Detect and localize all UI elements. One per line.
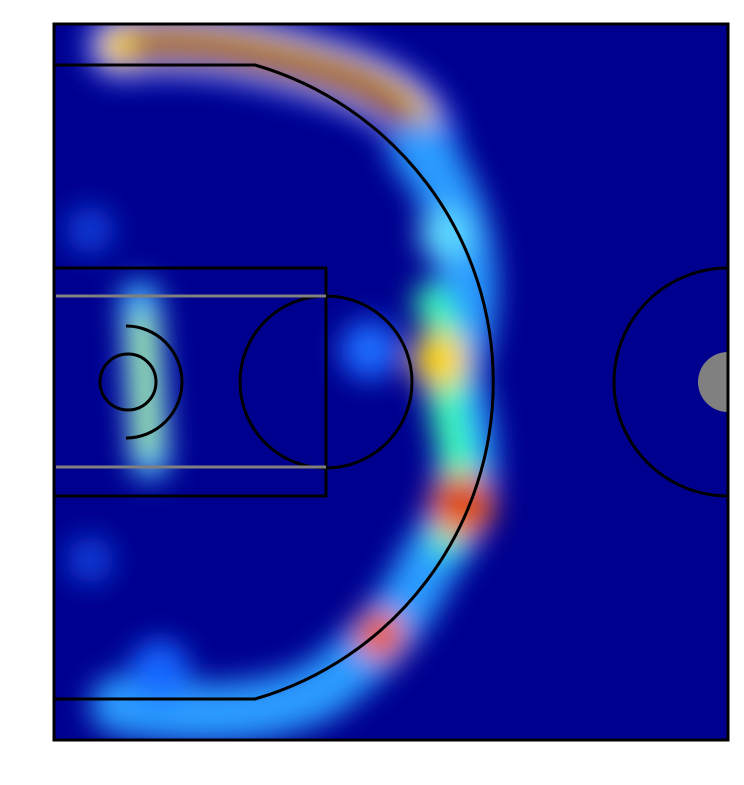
plot-frame (52, 22, 730, 742)
hoop-rim (98, 352, 158, 412)
heat-band-top-core (128, 32, 427, 160)
restricted-arc (125, 324, 184, 440)
heat-spot-deep-core (370, 625, 390, 645)
heat-spot-arc-mid (419, 209, 471, 261)
center-circle (612, 266, 729, 498)
heat-spot-bottom (130, 640, 190, 700)
heat-band-arc (90, 120, 497, 740)
heat-spot-left-low (66, 536, 114, 584)
heat-spot-key-mid (340, 320, 400, 380)
heat-band-paint-inner (133, 311, 157, 459)
center-spot (698, 352, 728, 412)
heat-layer (66, 24, 497, 740)
three-point-line (54, 63, 495, 701)
heat-spot-lower-wing-core (446, 484, 478, 516)
heat-spot-left-high (66, 206, 114, 254)
lane-lines (56, 294, 326, 469)
heat-spot-top-of-key (412, 332, 468, 388)
